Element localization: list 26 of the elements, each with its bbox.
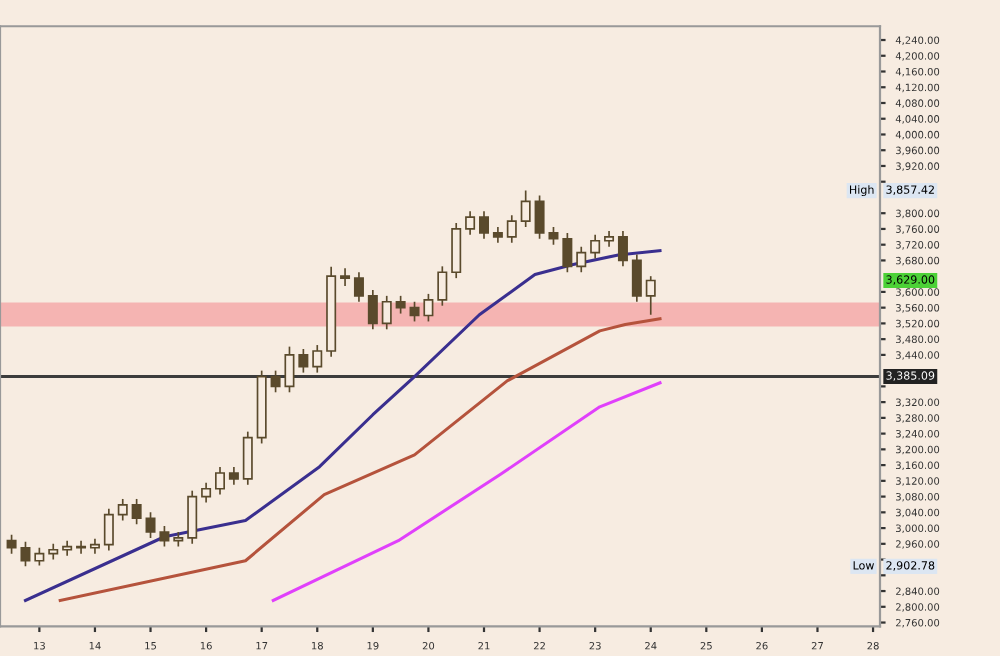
candlestick <box>117 498 128 522</box>
candlestick <box>465 210 476 236</box>
candlestick <box>590 234 601 260</box>
candlestick <box>631 253 642 303</box>
candlestick <box>562 232 573 274</box>
candlestick <box>451 222 462 279</box>
candlestick <box>367 289 378 331</box>
candlestick <box>478 210 490 240</box>
candlestick <box>353 271 364 303</box>
candlestick <box>242 430 253 486</box>
candlestick <box>340 267 351 287</box>
candlestick <box>506 214 517 244</box>
candlestick <box>437 265 448 307</box>
candlestick <box>381 295 392 331</box>
candlestick <box>645 275 656 316</box>
candlestick <box>214 466 226 496</box>
candlestick <box>298 348 309 374</box>
candlestick <box>187 489 198 545</box>
candlestick <box>312 344 323 374</box>
candlestick <box>103 507 114 552</box>
candlestick <box>576 245 587 274</box>
candlestick <box>617 230 628 268</box>
candlestick <box>201 481 212 504</box>
candlestick <box>76 539 87 555</box>
candlestick <box>520 189 531 228</box>
candlestick <box>131 498 142 525</box>
